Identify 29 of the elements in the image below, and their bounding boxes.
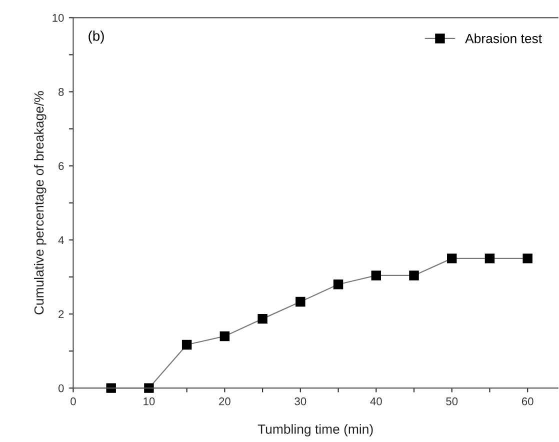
- point: [409, 270, 419, 280]
- x-axis-title: Tumbling time (min): [258, 424, 373, 436]
- x-tick-label: 40: [370, 397, 382, 406]
- x-tick-label: 0: [70, 397, 76, 406]
- annotation: (b): [88, 30, 104, 44]
- point: [258, 314, 268, 324]
- point: [296, 296, 306, 307]
- point: [522, 254, 532, 264]
- x-tick-label: 20: [219, 397, 230, 406]
- legend-label: Abrasion test: [465, 34, 542, 44]
- y-tick-label: 0: [58, 384, 64, 392]
- point: [182, 340, 192, 350]
- y-tick-label: 10: [52, 14, 64, 22]
- y-axis-title: Cumulative percentage of breakage/%: [34, 91, 46, 314]
- y-tick-label: 2: [58, 310, 64, 318]
- point: [220, 331, 230, 342]
- point: [484, 254, 495, 264]
- point: [333, 280, 344, 290]
- y-tick-label: 8: [58, 88, 64, 96]
- point: [106, 383, 116, 393]
- point: [371, 270, 381, 280]
- x-tick-label: 10: [144, 397, 155, 406]
- x-tick-label: 50: [446, 397, 458, 406]
- point: [144, 383, 154, 393]
- y-tick-label: 6: [58, 162, 64, 170]
- x-tick-label: 30: [294, 397, 306, 406]
- x-tick-label: 60: [522, 397, 534, 406]
- y-tick-label: 4: [58, 236, 64, 244]
- point: [447, 254, 457, 264]
